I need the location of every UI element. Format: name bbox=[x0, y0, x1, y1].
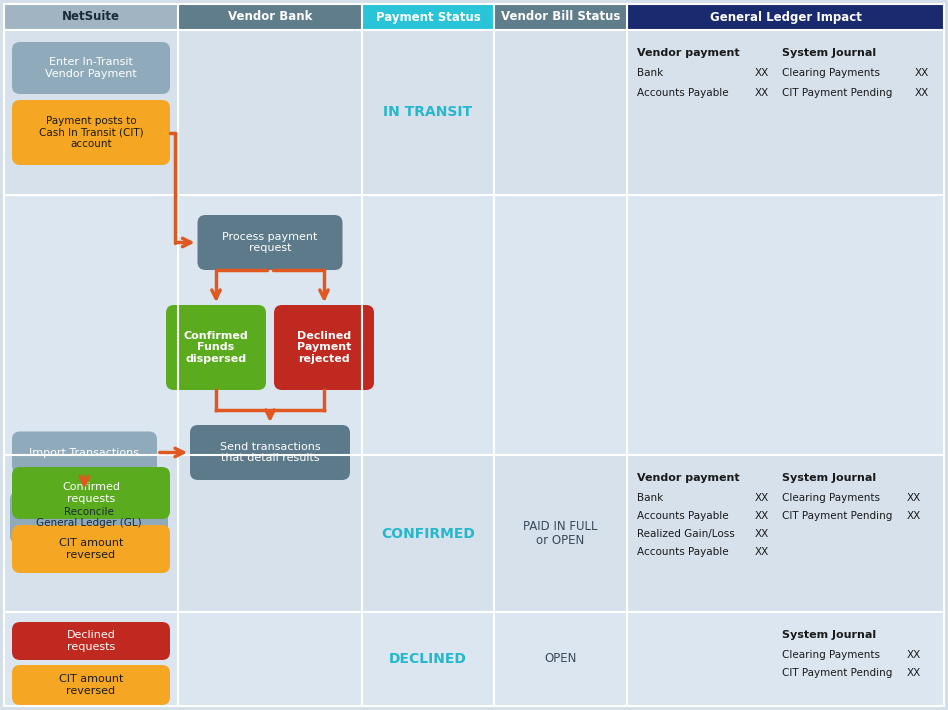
Text: XX: XX bbox=[755, 68, 769, 78]
Text: CIT amount
reversed: CIT amount reversed bbox=[59, 538, 123, 559]
Text: CIT Payment Pending: CIT Payment Pending bbox=[782, 511, 892, 521]
FancyBboxPatch shape bbox=[166, 305, 266, 390]
Bar bbox=[4, 612, 944, 706]
Text: CIT amount
reversed: CIT amount reversed bbox=[59, 674, 123, 696]
Text: XX: XX bbox=[755, 511, 769, 521]
FancyBboxPatch shape bbox=[12, 525, 170, 573]
Text: DECLINED: DECLINED bbox=[389, 652, 467, 666]
FancyBboxPatch shape bbox=[274, 305, 374, 390]
FancyBboxPatch shape bbox=[12, 42, 170, 94]
Text: XX: XX bbox=[907, 511, 921, 521]
Text: XX: XX bbox=[755, 529, 769, 539]
Bar bbox=[178, 4, 362, 30]
FancyBboxPatch shape bbox=[190, 425, 350, 480]
Text: Vendor Bank: Vendor Bank bbox=[228, 11, 312, 23]
Text: CIT Payment Pending: CIT Payment Pending bbox=[782, 88, 892, 98]
Bar bbox=[4, 455, 944, 612]
Text: Import Transactions: Import Transactions bbox=[29, 447, 139, 457]
Bar bbox=[362, 4, 494, 30]
Text: PAID IN FULL
or OPEN: PAID IN FULL or OPEN bbox=[523, 520, 598, 547]
Text: Declined
Payment
rejected: Declined Payment rejected bbox=[297, 331, 351, 364]
Text: Enter In-Transit
Vendor Payment: Enter In-Transit Vendor Payment bbox=[46, 58, 137, 79]
Text: NetSuite: NetSuite bbox=[62, 11, 120, 23]
FancyBboxPatch shape bbox=[12, 665, 170, 705]
Bar bbox=[627, 4, 944, 30]
Text: XX: XX bbox=[755, 547, 769, 557]
Text: XX: XX bbox=[907, 668, 921, 678]
Text: Confirmed
requests: Confirmed requests bbox=[62, 482, 120, 504]
Text: IN TRANSIT: IN TRANSIT bbox=[383, 106, 472, 119]
FancyBboxPatch shape bbox=[10, 491, 168, 543]
Text: Clearing Payments: Clearing Payments bbox=[782, 650, 880, 660]
FancyBboxPatch shape bbox=[12, 467, 170, 519]
Text: Reconcile
General Ledger (GL): Reconcile General Ledger (GL) bbox=[36, 507, 142, 528]
Text: CIT Payment Pending: CIT Payment Pending bbox=[782, 668, 892, 678]
Text: Clearing Payments: Clearing Payments bbox=[782, 68, 880, 78]
Text: Bank: Bank bbox=[637, 493, 664, 503]
Text: Vendor Bill Status: Vendor Bill Status bbox=[501, 11, 620, 23]
FancyBboxPatch shape bbox=[197, 215, 342, 270]
Bar bbox=[4, 4, 178, 30]
Text: Vendor payment: Vendor payment bbox=[637, 48, 739, 58]
Text: Accounts Payable: Accounts Payable bbox=[637, 547, 729, 557]
FancyBboxPatch shape bbox=[12, 432, 157, 474]
Text: Accounts Payable: Accounts Payable bbox=[637, 88, 729, 98]
Text: Realized Gain/Loss: Realized Gain/Loss bbox=[637, 529, 735, 539]
Text: System Journal: System Journal bbox=[782, 630, 876, 640]
Text: Send transactions
that detail results: Send transactions that detail results bbox=[220, 442, 320, 464]
Text: XX: XX bbox=[907, 650, 921, 660]
FancyBboxPatch shape bbox=[12, 622, 170, 660]
Text: XX: XX bbox=[755, 493, 769, 503]
Text: XX: XX bbox=[755, 88, 769, 98]
Text: CONFIRMED: CONFIRMED bbox=[381, 527, 475, 540]
Text: XX: XX bbox=[915, 88, 929, 98]
Bar bbox=[494, 4, 627, 30]
Text: OPEN: OPEN bbox=[544, 652, 576, 665]
Text: System Journal: System Journal bbox=[782, 48, 876, 58]
Text: Clearing Payments: Clearing Payments bbox=[782, 493, 880, 503]
Text: Process payment
request: Process payment request bbox=[223, 231, 318, 253]
Text: Payment Status: Payment Status bbox=[375, 11, 481, 23]
Text: Declined
requests: Declined requests bbox=[66, 630, 116, 652]
Text: Accounts Payable: Accounts Payable bbox=[637, 511, 729, 521]
Text: Vendor payment: Vendor payment bbox=[637, 473, 739, 483]
Text: Bank: Bank bbox=[637, 68, 664, 78]
FancyBboxPatch shape bbox=[12, 100, 170, 165]
Text: XX: XX bbox=[907, 493, 921, 503]
Text: General Ledger Impact: General Ledger Impact bbox=[709, 11, 862, 23]
Text: Payment posts to
Cash In Transit (CIT)
account: Payment posts to Cash In Transit (CIT) a… bbox=[39, 116, 143, 149]
Bar bbox=[4, 195, 944, 455]
Text: Confirmed
Funds
dispersed: Confirmed Funds dispersed bbox=[184, 331, 248, 364]
Bar bbox=[4, 30, 944, 195]
Text: XX: XX bbox=[915, 68, 929, 78]
Text: System Journal: System Journal bbox=[782, 473, 876, 483]
